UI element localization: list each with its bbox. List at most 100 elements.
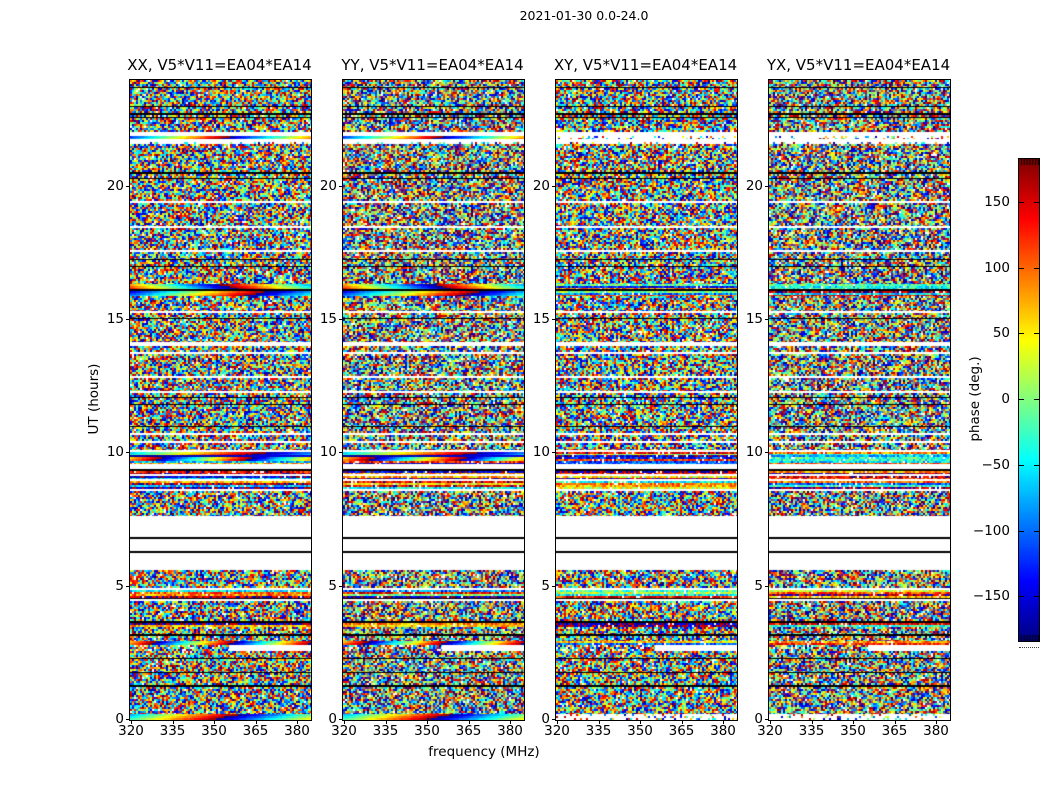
colorbar-tick-mark <box>1019 465 1024 466</box>
y-tick-label: 10 <box>745 444 763 461</box>
y-tick-label: 15 <box>106 311 124 328</box>
x-tick-mark <box>770 720 771 724</box>
x-tick-label: 350 <box>627 723 653 739</box>
x-tick-label: 380 <box>923 723 949 739</box>
colorbar-tick-mark <box>1034 596 1039 597</box>
y-axis-label: UT (hours) <box>86 363 102 435</box>
x-tick-mark <box>936 720 937 724</box>
x-tick-label: 320 <box>118 723 144 739</box>
colorbar <box>1018 158 1040 642</box>
y-tick-label: 0 <box>754 711 763 727</box>
colorbar-tick-mark <box>1019 202 1024 203</box>
y-tick-label: 10 <box>319 444 337 461</box>
x-tick-label: 350 <box>201 723 227 739</box>
colorbar-tick-label: 50 <box>992 325 1010 342</box>
x-tick-label: 365 <box>668 723 695 739</box>
x-tick-label: 320 <box>544 723 570 739</box>
x-tick-mark <box>557 720 558 724</box>
y-tick-label: 15 <box>745 311 763 328</box>
waterfall-canvas-yy <box>343 80 524 720</box>
y-tick-mark <box>339 586 343 587</box>
waterfall-canvas-xy <box>556 80 737 720</box>
colorbar-tick-label: 100 <box>984 259 1010 276</box>
x-tick-mark <box>255 720 257 724</box>
y-tick-label: 20 <box>745 177 763 194</box>
x-tick-label: 335 <box>372 723 399 739</box>
y-tick-label: 20 <box>532 177 550 194</box>
x-tick-mark <box>723 720 724 724</box>
waterfall-canvas-yx <box>769 80 950 720</box>
x-tick-label: 380 <box>284 723 310 739</box>
panel-yx <box>768 79 951 721</box>
y-tick-mark <box>552 452 556 453</box>
colorbar-tick-mark <box>1019 531 1024 532</box>
x-tick-label: 380 <box>497 723 523 739</box>
colorbar-tick-label: −100 <box>972 522 1010 539</box>
y-tick-mark <box>339 452 343 453</box>
x-tick-mark <box>853 720 854 724</box>
x-tick-mark <box>510 720 511 724</box>
y-tick-label: 15 <box>532 311 550 328</box>
y-tick-label: 5 <box>328 577 337 594</box>
colorbar-tick-label: 0 <box>1001 391 1010 407</box>
colorbar-underflow-dots <box>1019 647 1039 648</box>
x-tick-mark <box>385 720 387 724</box>
colorbar-tick-mark <box>1019 333 1024 334</box>
x-tick-mark <box>598 720 600 724</box>
colorbar-tick-mark <box>1019 399 1024 400</box>
y-tick-mark <box>765 319 769 320</box>
y-tick-mark <box>339 186 343 187</box>
x-tick-mark <box>640 720 641 724</box>
x-tick-mark <box>427 720 428 724</box>
y-tick-mark <box>126 452 130 453</box>
y-tick-mark <box>126 719 130 720</box>
waterfall-canvas-xx <box>130 80 311 720</box>
colorbar-tick-label: −150 <box>972 588 1010 605</box>
colorbar-tick-label: −50 <box>981 456 1011 473</box>
y-tick-mark <box>552 719 556 720</box>
y-tick-label: 15 <box>319 311 337 328</box>
colorbar-tick-mark <box>1034 399 1039 400</box>
x-tick-label: 320 <box>757 723 783 739</box>
y-tick-label: 5 <box>754 577 763 594</box>
x-tick-mark <box>681 720 683 724</box>
colorbar-tick-mark <box>1034 465 1039 466</box>
figure-title: 2021-01-30 0.0-24.0 <box>519 8 649 23</box>
colorbar-frame <box>1018 158 1040 642</box>
colorbar-tick-mark <box>1034 202 1039 203</box>
y-tick-label: 5 <box>115 577 124 594</box>
colorbar-gradient <box>1019 159 1039 641</box>
y-tick-label: 0 <box>115 711 124 727</box>
x-tick-label: 335 <box>585 723 612 739</box>
y-tick-label: 0 <box>541 711 550 727</box>
x-tick-mark <box>894 720 896 724</box>
y-tick-label: 10 <box>532 444 550 461</box>
x-tick-label: 365 <box>881 723 908 739</box>
y-tick-mark <box>339 719 343 720</box>
y-tick-mark <box>552 586 556 587</box>
x-tick-mark <box>468 720 470 724</box>
colorbar-tick-mark <box>1019 596 1024 597</box>
panel-title-xx: XX, V5*V11=EA04*EA14 <box>127 56 312 74</box>
x-tick-label: 350 <box>840 723 866 739</box>
x-tick-mark <box>172 720 174 724</box>
y-tick-mark <box>126 186 130 187</box>
panel-yy <box>342 79 525 721</box>
colorbar-tick-mark <box>1034 268 1039 269</box>
x-axis-label: frequency (MHz) <box>428 744 540 760</box>
y-tick-label: 20 <box>106 177 124 194</box>
y-tick-mark <box>552 319 556 320</box>
panel-xx <box>129 79 312 721</box>
y-tick-mark <box>765 719 769 720</box>
y-tick-mark <box>552 186 556 187</box>
panel-title-yx: YX, V5*V11=EA04*EA14 <box>766 56 951 74</box>
y-tick-label: 0 <box>328 711 337 727</box>
x-tick-label: 350 <box>414 723 440 739</box>
x-tick-mark <box>214 720 215 724</box>
y-tick-mark <box>765 586 769 587</box>
x-tick-label: 365 <box>242 723 269 739</box>
x-tick-label: 365 <box>455 723 482 739</box>
x-tick-label: 320 <box>331 723 357 739</box>
y-tick-mark <box>126 319 130 320</box>
